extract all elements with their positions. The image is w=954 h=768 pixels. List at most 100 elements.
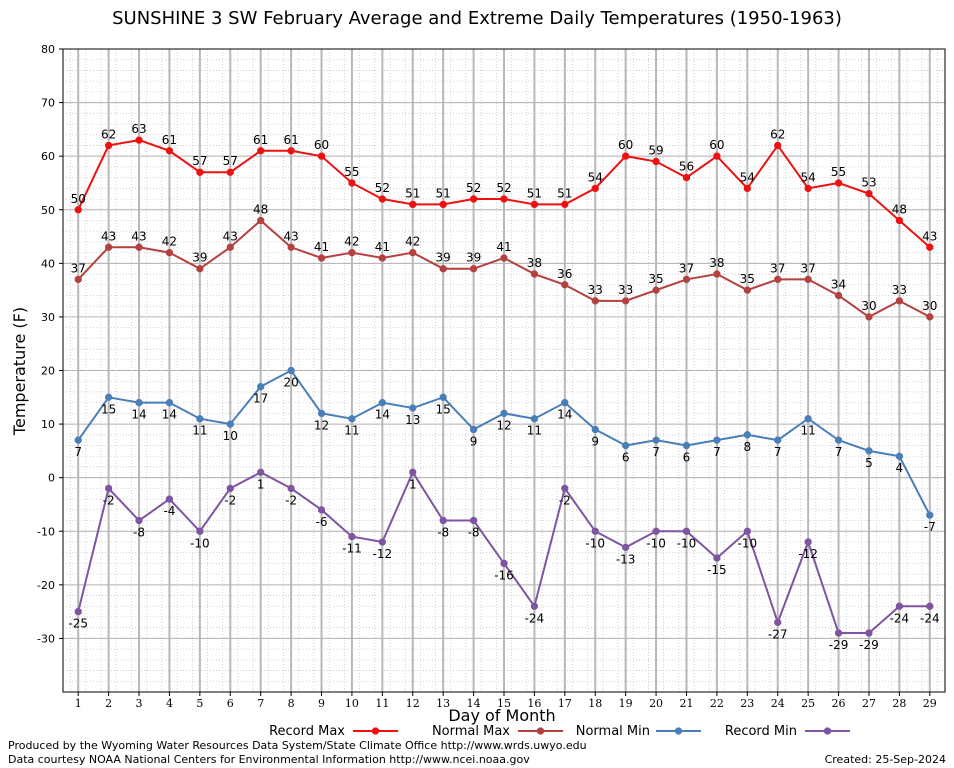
legend-item-normal-min: Normal Min bbox=[576, 724, 701, 739]
data-label: 33 bbox=[588, 283, 603, 297]
x-tick-label: 1 bbox=[75, 697, 82, 710]
data-label: 4 bbox=[896, 461, 904, 475]
data-point bbox=[439, 517, 447, 525]
data-point bbox=[622, 297, 630, 305]
data-point bbox=[865, 629, 873, 637]
data-label: 34 bbox=[831, 277, 846, 291]
data-point bbox=[622, 543, 630, 551]
x-tick-label: 4 bbox=[166, 697, 173, 710]
data-point bbox=[470, 425, 478, 433]
data-label: -2 bbox=[103, 493, 115, 507]
data-label: 6 bbox=[622, 451, 630, 465]
data-point bbox=[409, 249, 417, 257]
y-tick-label: 40 bbox=[41, 257, 55, 270]
data-label: 57 bbox=[192, 154, 207, 168]
x-tick-label: 21 bbox=[679, 697, 693, 710]
data-point bbox=[713, 270, 721, 278]
data-label: -24 bbox=[525, 611, 545, 625]
data-point bbox=[165, 495, 173, 503]
data-label: 53 bbox=[861, 176, 876, 190]
data-label: -29 bbox=[859, 638, 879, 652]
data-label: 15 bbox=[436, 402, 451, 416]
data-point bbox=[835, 436, 843, 444]
legend-label: Record Max bbox=[269, 724, 345, 739]
data-point bbox=[287, 243, 295, 251]
data-point bbox=[378, 254, 386, 262]
x-tick-label: 17 bbox=[558, 697, 572, 710]
data-point bbox=[439, 265, 447, 273]
data-label: 7 bbox=[74, 445, 82, 459]
data-label: 7 bbox=[835, 445, 843, 459]
x-tick-label: 16 bbox=[527, 697, 541, 710]
data-point bbox=[105, 141, 113, 149]
data-point bbox=[530, 270, 538, 278]
data-point bbox=[682, 174, 690, 182]
data-point bbox=[835, 629, 843, 637]
data-label: 56 bbox=[679, 160, 694, 174]
data-point bbox=[135, 399, 143, 407]
y-tick-label: 0 bbox=[48, 472, 55, 485]
data-label: 11 bbox=[527, 424, 542, 438]
data-point bbox=[287, 484, 295, 492]
data-label: -10 bbox=[190, 536, 210, 550]
data-point bbox=[804, 538, 812, 546]
data-point bbox=[378, 195, 386, 203]
x-tick-label: 23 bbox=[740, 697, 754, 710]
data-point bbox=[743, 431, 751, 439]
data-label: 10 bbox=[223, 429, 238, 443]
data-point bbox=[774, 618, 782, 626]
data-point bbox=[135, 517, 143, 525]
data-label: 61 bbox=[283, 133, 298, 147]
data-label: 60 bbox=[709, 138, 724, 152]
x-tick-label: 26 bbox=[832, 697, 846, 710]
data-label: 12 bbox=[314, 418, 329, 432]
data-label: -16 bbox=[494, 568, 514, 582]
data-point bbox=[926, 313, 934, 321]
x-tick-label: 11 bbox=[375, 697, 389, 710]
data-point bbox=[591, 184, 599, 192]
data-label: 15 bbox=[101, 402, 116, 416]
x-tick-label: 19 bbox=[619, 697, 633, 710]
data-point bbox=[926, 511, 934, 519]
x-tick-label: 6 bbox=[227, 697, 234, 710]
data-point bbox=[105, 243, 113, 251]
data-label: -10 bbox=[677, 536, 697, 550]
data-label: -25 bbox=[68, 617, 88, 631]
data-point bbox=[348, 179, 356, 187]
data-label: -7 bbox=[924, 520, 936, 534]
data-point bbox=[439, 393, 447, 401]
data-label: 11 bbox=[192, 424, 207, 438]
data-label: 61 bbox=[162, 133, 177, 147]
legend-marker bbox=[372, 727, 379, 735]
data-label: -15 bbox=[707, 563, 727, 577]
data-label: 51 bbox=[436, 186, 451, 200]
data-label: 57 bbox=[223, 154, 238, 168]
data-point bbox=[318, 409, 326, 417]
data-label: -10 bbox=[585, 536, 605, 550]
data-point bbox=[257, 468, 265, 476]
data-label: 38 bbox=[527, 256, 542, 270]
data-point bbox=[74, 275, 82, 283]
y-tick-label: 30 bbox=[41, 311, 55, 324]
data-label: 20 bbox=[283, 376, 298, 390]
data-point bbox=[926, 243, 934, 251]
x-tick-label: 2 bbox=[105, 697, 112, 710]
data-point bbox=[713, 152, 721, 160]
y-tick-label: 70 bbox=[41, 97, 55, 110]
data-point bbox=[500, 254, 508, 262]
data-label: 11 bbox=[800, 424, 815, 438]
x-tick-label: 29 bbox=[923, 697, 937, 710]
data-label: 37 bbox=[800, 261, 815, 275]
data-point bbox=[409, 404, 417, 412]
data-point bbox=[135, 136, 143, 144]
data-point bbox=[743, 184, 751, 192]
data-label: 30 bbox=[861, 299, 876, 313]
data-point bbox=[561, 281, 569, 289]
data-label: 55 bbox=[831, 165, 846, 179]
data-label: -10 bbox=[738, 536, 758, 550]
data-point bbox=[348, 533, 356, 541]
data-point bbox=[561, 200, 569, 208]
data-label: 37 bbox=[679, 261, 694, 275]
data-label: 43 bbox=[283, 229, 298, 243]
